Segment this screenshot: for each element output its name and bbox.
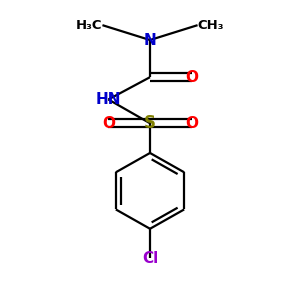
- Text: S: S: [144, 114, 156, 132]
- Text: Cl: Cl: [142, 251, 158, 266]
- Text: CH₃: CH₃: [198, 19, 224, 32]
- Text: HN: HN: [96, 92, 121, 107]
- Text: O: O: [102, 116, 115, 131]
- Text: O: O: [185, 116, 198, 131]
- Text: O: O: [185, 70, 198, 85]
- Text: N: N: [144, 32, 156, 47]
- Text: H₃C: H₃C: [76, 19, 102, 32]
